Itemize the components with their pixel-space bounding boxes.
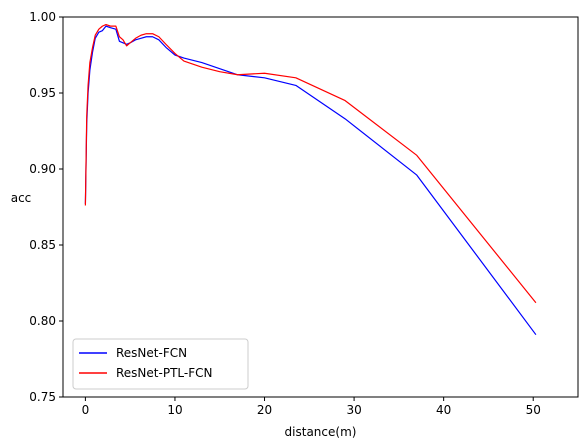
y-tick-label: 0.95: [29, 86, 56, 100]
y-axis-ticks: 0.75 0.80 0.85 0.90 0.95 1.00: [29, 10, 63, 404]
legend-label-2: ResNet-PTL-FCN: [116, 366, 212, 380]
y-tick-label: 0.90: [29, 162, 56, 176]
x-tick-label: 50: [526, 403, 541, 417]
plot-lines: [84, 24, 537, 336]
y-tick-label: 0.75: [29, 390, 56, 404]
x-tick-label: 20: [257, 403, 272, 417]
series-line-2: [84, 24, 537, 304]
x-axis-ticks: 0 10 20 30 40 50: [82, 397, 541, 417]
plot-frame: [62, 16, 579, 398]
legend: ResNet-FCN ResNet-PTL-FCN: [72, 338, 249, 390]
y-tick-label: 1.00: [29, 10, 56, 24]
x-tick-label: 40: [436, 403, 451, 417]
y-axis-label: acc: [11, 191, 32, 205]
series-line-1: [84, 25, 537, 336]
y-tick-label: 0.85: [29, 238, 56, 252]
legend-label-1: ResNet-FCN: [116, 346, 187, 360]
legend-box: [72, 338, 249, 390]
x-tick-label: 30: [346, 403, 361, 417]
y-tick-label: 0.80: [29, 314, 56, 328]
x-axis-label: distance(m): [285, 425, 357, 439]
x-tick-label: 10: [167, 403, 182, 417]
x-tick-label: 0: [82, 403, 90, 417]
